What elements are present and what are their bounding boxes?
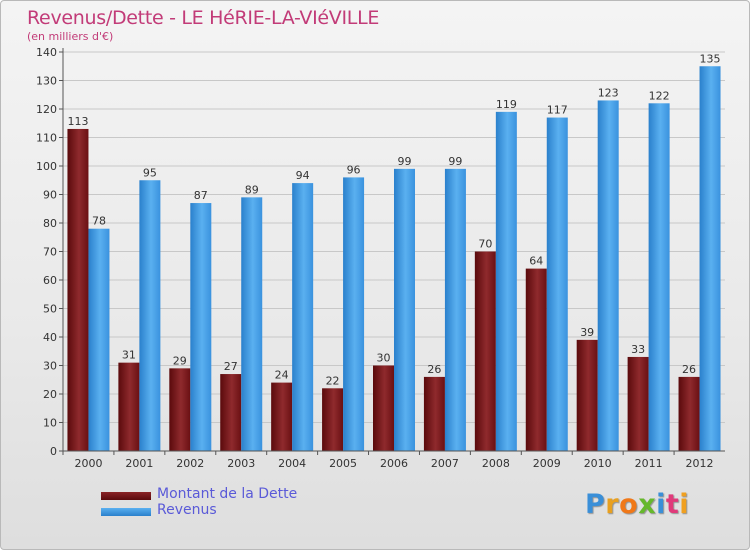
y-tick-label: 50 <box>43 303 57 316</box>
y-axis: 0 10 20 30 40 50 60 70 80 90 100 110 120 130 140 <box>36 46 64 458</box>
bar-revenue <box>394 168 415 451</box>
bar-debt <box>322 388 344 451</box>
bar-debt <box>373 365 394 451</box>
bar-debt <box>118 362 140 451</box>
bar-value-label: 89 <box>245 183 259 196</box>
bar-value-label: 96 <box>347 163 361 176</box>
y-tick-label: 70 <box>43 246 57 259</box>
bar-value-label: 122 <box>649 89 670 102</box>
legend-swatch-revenue <box>101 508 151 516</box>
bar-debt <box>423 376 445 451</box>
bars: 113 31 29 27 24 22 30 26 70 64 39 33 26 78 95 87 89 94 96 9… <box>67 52 721 452</box>
x-tick-label: 2004 <box>278 457 306 470</box>
bar-value-label: 95 <box>143 166 157 179</box>
bar-revenue <box>546 117 568 452</box>
bar-revenue <box>88 228 110 451</box>
bar-value-label: 26 <box>682 363 696 376</box>
bar-revenue <box>292 183 314 451</box>
x-tick-label: 2010 <box>584 457 612 470</box>
bar-value-label: 30 <box>377 352 391 365</box>
x-tick-label: 2007 <box>431 457 459 470</box>
y-tick-label: 20 <box>43 388 57 401</box>
bar-debt <box>627 356 649 451</box>
legend-label-debt: Montant de la Dette <box>157 486 298 502</box>
chart-subtitle: (en milliers d'€) <box>27 30 114 43</box>
bar-value-label: 31 <box>122 349 136 362</box>
bar-value-label: 113 <box>67 115 88 128</box>
y-tick-label: 90 <box>43 189 57 202</box>
x-tick-label: 2002 <box>176 457 204 470</box>
logo-letter: o <box>619 489 639 520</box>
y-tick-label: 140 <box>36 46 57 59</box>
logo-letter: r <box>605 489 620 520</box>
x-tick-label: 2011 <box>635 457 663 470</box>
bar-revenue <box>699 66 721 451</box>
bar-debt <box>525 268 547 451</box>
y-tick-label: 120 <box>36 103 57 116</box>
bar-value-label: 24 <box>275 369 289 382</box>
y-tick-label: 40 <box>43 331 57 344</box>
x-tick-label: 2001 <box>125 457 153 470</box>
bar-revenue <box>597 100 619 451</box>
bar-revenue <box>648 103 670 452</box>
bar-value-label: 78 <box>92 215 106 228</box>
y-tick-label: 0 <box>50 445 57 458</box>
bar-revenue <box>139 180 161 451</box>
bar-value-label: 119 <box>496 98 517 111</box>
legend-swatch-debt <box>101 492 151 500</box>
bar-debt <box>220 374 242 451</box>
bar-revenue <box>343 177 365 451</box>
y-tick-label: 30 <box>43 360 57 373</box>
logo-letter: P <box>585 489 606 520</box>
logo-letter: t <box>665 489 680 520</box>
chart-title: Revenus/Dette - LE HéRIE-LA-VIéVILLE <box>27 7 380 29</box>
y-tick-label: 110 <box>36 132 57 145</box>
bar-value-label: 33 <box>631 343 645 356</box>
logo-letter: i <box>679 489 690 520</box>
logo-letter: x <box>638 489 657 520</box>
bar-value-label: 26 <box>427 363 441 376</box>
y-tick-label: 60 <box>43 274 57 287</box>
y-tick-label: 130 <box>36 75 57 88</box>
x-tick-label: 2012 <box>686 457 714 470</box>
y-tick-label: 100 <box>36 160 57 173</box>
bar-value-label: 29 <box>173 354 187 367</box>
bar-revenue <box>495 111 517 451</box>
bar-revenue <box>241 197 263 451</box>
bar-value-label: 27 <box>224 360 238 373</box>
bar-value-label: 117 <box>547 104 568 117</box>
bar-debt <box>678 376 700 451</box>
bar-value-label: 70 <box>478 238 492 251</box>
bar-value-label: 64 <box>529 255 543 268</box>
x-tick-label: 2005 <box>329 457 357 470</box>
bar-debt <box>474 251 496 451</box>
bar-value-label: 39 <box>580 326 594 339</box>
y-tick-label: 80 <box>43 217 57 230</box>
legend-label-revenue: Revenus <box>157 502 217 518</box>
bar-debt <box>169 368 191 451</box>
x-tick-label: 2003 <box>227 457 255 470</box>
bar-debt <box>576 339 598 451</box>
x-axis: 2000 2001 2002 2003 2004 2005 2006 2007 2008 2009… <box>62 450 725 470</box>
y-tick-label: 10 <box>43 417 57 430</box>
x-tick-label: 2009 <box>533 457 561 470</box>
bar-value-label: 135 <box>700 52 721 65</box>
x-tick-label: 2006 <box>380 457 408 470</box>
bar-value-label: 94 <box>296 169 310 182</box>
bar-debt <box>271 382 293 451</box>
bar-debt <box>67 128 89 451</box>
bar-value-label: 99 <box>448 155 462 168</box>
x-tick-label: 2000 <box>74 457 102 470</box>
bar-value-label: 22 <box>326 374 340 387</box>
bar-value-label: 99 <box>398 155 412 168</box>
logo-letter: i <box>656 489 666 520</box>
bar-revenue <box>190 203 212 451</box>
bar-revenue <box>444 168 466 451</box>
bar-value-label: 123 <box>598 86 619 99</box>
x-tick-label: 2008 <box>482 457 510 470</box>
proxiti-logo: Proxiti <box>585 489 689 520</box>
bar-value-label: 87 <box>194 189 208 202</box>
